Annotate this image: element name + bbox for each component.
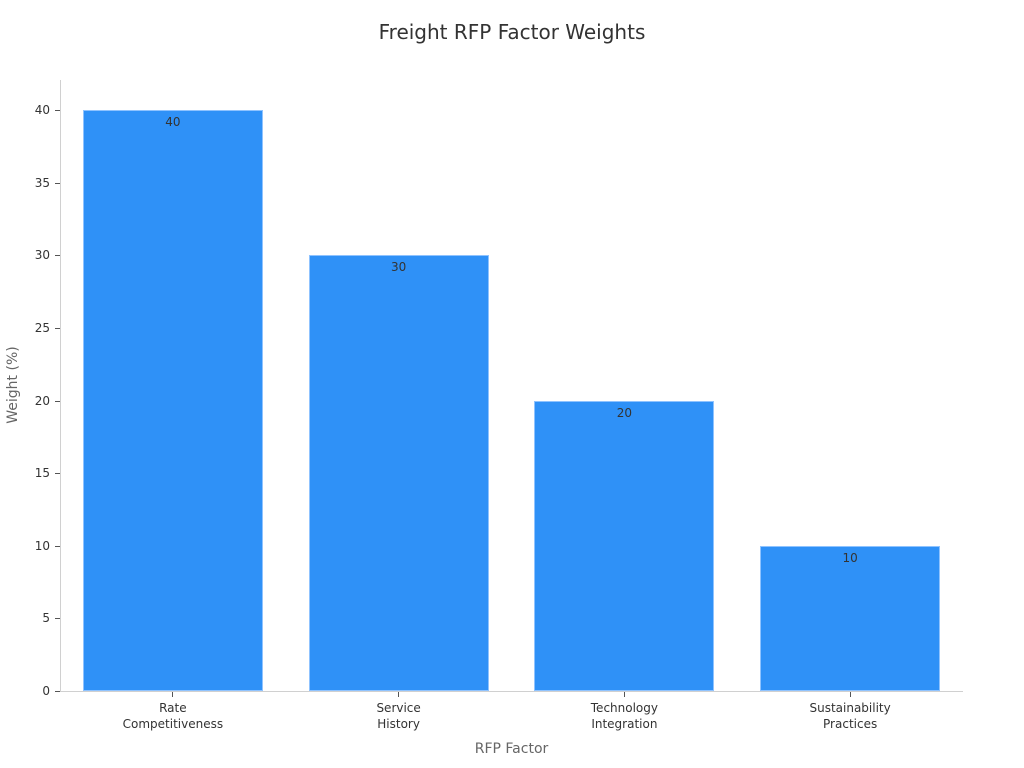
y-tick-mark xyxy=(55,182,60,184)
y-tick-mark xyxy=(55,255,60,257)
x-tick: Technology Integration xyxy=(524,692,724,732)
x-tick-mark xyxy=(398,692,400,697)
y-axis-label: Weight (%) xyxy=(5,346,21,424)
y-tick-mark xyxy=(55,618,60,620)
x-axis-label: RFP Factor xyxy=(474,741,549,757)
y-tick-label: 0 xyxy=(42,684,50,698)
y-tick: 0 xyxy=(0,684,60,698)
y-tick-label: 20 xyxy=(34,393,50,408)
bar: 10 xyxy=(760,545,941,691)
x-tick-mark xyxy=(849,692,851,697)
y-tick-label: 10 xyxy=(34,538,50,553)
y-tick-mark xyxy=(55,327,60,329)
x-tick: Sustainability Practices xyxy=(750,692,950,732)
y-axis-line xyxy=(60,80,61,692)
y-tick: 25 xyxy=(0,321,60,335)
y-tick: 5 xyxy=(0,611,60,625)
y-tick: 40 xyxy=(0,103,60,117)
chart-title: Freight RFP Factor Weights xyxy=(378,20,646,44)
y-tick-mark xyxy=(55,545,60,547)
y-tick-label: 35 xyxy=(34,175,50,190)
bar: 20 xyxy=(534,400,715,691)
bar-value-label: 40 xyxy=(165,115,181,129)
y-tick: 20 xyxy=(0,394,60,408)
x-tick: Service History xyxy=(299,692,499,732)
y-tick: 10 xyxy=(0,539,60,553)
x-axis-line xyxy=(60,691,963,692)
bar: 30 xyxy=(308,255,489,691)
y-tick-label: 15 xyxy=(34,466,50,481)
x-tick-label: Service History xyxy=(376,701,421,731)
bar-value-label: 20 xyxy=(616,405,633,420)
y-tick: 30 xyxy=(0,248,60,262)
y-tick-label: 25 xyxy=(34,320,50,335)
x-tick-mark xyxy=(172,692,174,697)
bar-value-label: 30 xyxy=(390,260,407,275)
x-tick-mark xyxy=(623,692,625,697)
x-tick-label: Technology Integration xyxy=(590,701,658,731)
y-tick-mark xyxy=(55,473,60,475)
y-tick: 35 xyxy=(0,176,60,190)
y-tick-label: 5 xyxy=(42,611,50,626)
y-tick-label: 40 xyxy=(34,103,50,117)
y-tick-label: 30 xyxy=(34,248,50,263)
y-tick-mark xyxy=(55,691,60,692)
bar: 40 xyxy=(82,110,263,691)
x-tick-label: Rate Competitiveness xyxy=(122,701,224,731)
y-tick-mark xyxy=(55,400,60,402)
x-tick: Rate Competitiveness xyxy=(73,692,273,732)
y-tick: 15 xyxy=(0,466,60,480)
y-tick-mark xyxy=(55,110,60,111)
bar-value-label: 10 xyxy=(842,550,858,565)
x-tick-label: Sustainability Practices xyxy=(809,701,891,731)
